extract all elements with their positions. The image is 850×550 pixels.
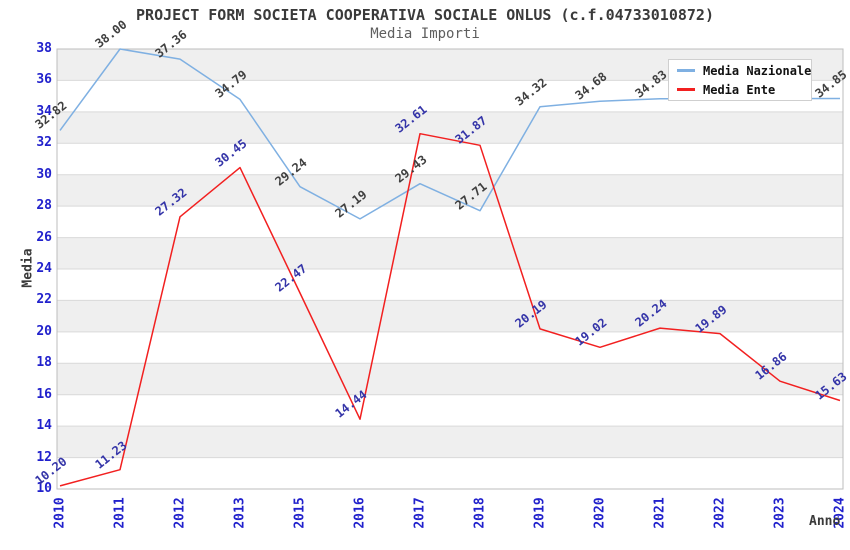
plot-band [57, 331, 843, 364]
y-tick-label: 20 [36, 323, 52, 339]
y-tick-label: 22 [36, 292, 52, 308]
x-tick-label: 2011 [112, 497, 128, 529]
x-tick-label: 2022 [712, 497, 728, 529]
plot-band [57, 394, 843, 427]
plot-band [57, 174, 843, 207]
plot-band [57, 426, 843, 458]
plot-band [57, 269, 843, 301]
chart-subtitle: Media Importi [370, 26, 480, 42]
legend: Media Nazionale Media Ente [668, 59, 812, 101]
x-tick-label: 2020 [592, 497, 608, 529]
y-tick-label: 28 [36, 198, 52, 214]
y-tick-label: 24 [36, 261, 52, 276]
y-tick-label: 10 [36, 481, 52, 496]
plot-border [56, 48, 844, 490]
plot-band [57, 363, 843, 395]
y-tick-label: 36 [36, 72, 52, 88]
y-tick-label: 14 [36, 418, 52, 434]
legend-label-media-nazionale: Media Nazionale [703, 63, 812, 78]
x-tick-label: 2017 [412, 497, 428, 529]
x-tick-label: 2021 [652, 497, 668, 529]
x-tick-label: 2018 [472, 497, 488, 529]
y-tick-label: 16 [36, 386, 52, 402]
series-line-media-ente [59, 132, 841, 487]
y-axis-title: Media [20, 248, 36, 288]
media-nazionale-line-swatch-icon [677, 69, 695, 72]
plot-band [57, 111, 843, 144]
legend-item-media-nazionale: Media Nazionale [677, 63, 811, 78]
y-tick-label: 12 [36, 449, 52, 465]
legend-item-media-ente: Media Ente [677, 82, 811, 97]
plot-band [57, 300, 843, 332]
media-ente-line-swatch-icon [677, 88, 695, 91]
plot-band [57, 237, 843, 269]
y-tick-label: 34 [36, 103, 52, 119]
x-tick-label: 2010 [52, 497, 68, 529]
y-tick-label: 30 [36, 166, 52, 182]
legend-label-media-ente: Media Ente [703, 82, 776, 97]
x-tick-label: 2023 [772, 497, 788, 529]
x-tick-label: 2019 [532, 497, 548, 529]
plot-band [57, 143, 843, 175]
plot-band [57, 457, 843, 489]
y-tick-label: 18 [36, 355, 52, 371]
x-tick-label: 2016 [352, 497, 368, 529]
x-axis-title: Anno [809, 514, 841, 529]
x-tick-label: 2015 [292, 497, 308, 529]
x-tick-label: 2013 [232, 497, 248, 529]
y-tick-label: 32 [36, 135, 52, 151]
y-tick-label: 38 [36, 41, 52, 56]
chart-title: PROJECT FORM SOCIETA COOPERATIVA SOCIALE… [136, 6, 714, 24]
y-tick-label: 26 [36, 229, 52, 245]
x-tick-label: 2012 [172, 497, 188, 529]
plot-band [57, 206, 843, 238]
